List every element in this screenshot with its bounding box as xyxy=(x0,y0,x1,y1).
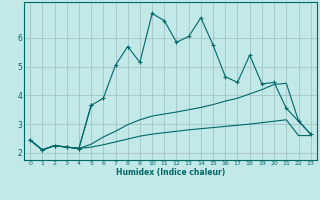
X-axis label: Humidex (Indice chaleur): Humidex (Indice chaleur) xyxy=(116,168,225,177)
